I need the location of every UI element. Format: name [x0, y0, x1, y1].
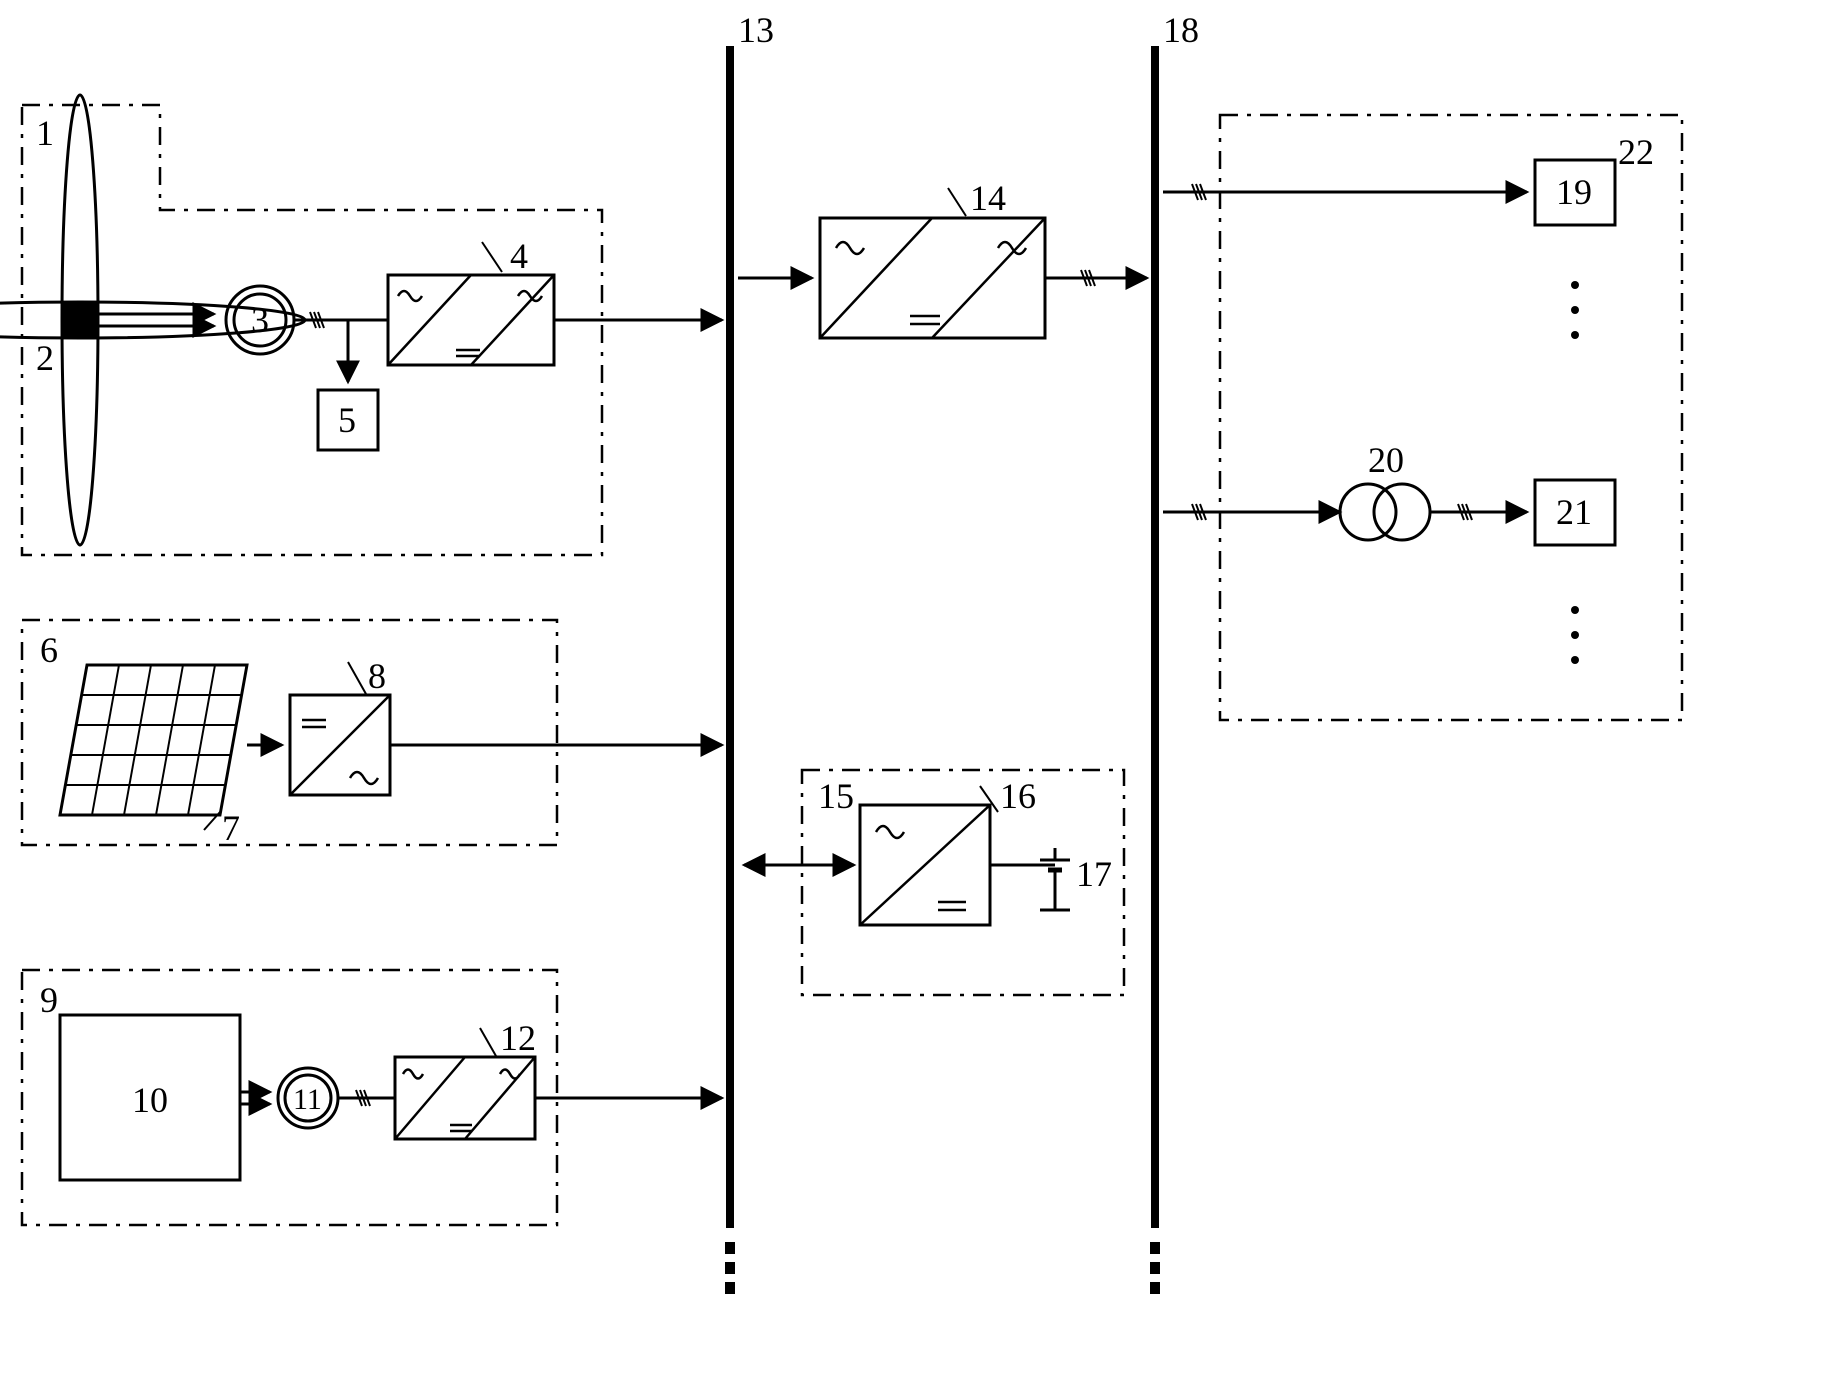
bus-18	[1150, 46, 1160, 1294]
solar-group: 6 7 8	[22, 620, 722, 848]
label-3: 3	[251, 300, 269, 340]
label-16: 16	[1000, 776, 1036, 816]
label-11: 11	[293, 1083, 322, 1116]
label-20: 20	[1368, 440, 1404, 480]
label-22: 22	[1618, 132, 1654, 172]
label-9: 9	[40, 980, 58, 1020]
label-13: 13	[738, 10, 774, 50]
transformer-icon	[1340, 484, 1430, 540]
label-18: 18	[1163, 10, 1199, 50]
label-1: 1	[36, 113, 54, 153]
wind-hub	[62, 302, 98, 338]
converter-16-icon	[860, 805, 990, 925]
label-14: 14	[970, 178, 1006, 218]
converter-8-icon	[290, 695, 390, 795]
diagram-canvas: 13 18 1 2 3	[0, 0, 1837, 1378]
bus-13	[725, 46, 735, 1294]
label-4: 4	[510, 236, 528, 276]
label-15: 15	[818, 776, 854, 816]
load-group: 22 19 20	[1163, 115, 1682, 720]
wind-group: 1 2 3 5	[0, 95, 722, 555]
label-8: 8	[368, 656, 386, 696]
battery-icon	[1040, 848, 1070, 910]
pv-panel-icon	[60, 665, 247, 815]
diesel-group: 9 10 11 12	[22, 970, 722, 1225]
label-5: 5	[338, 400, 356, 440]
interbus-converter: 14	[738, 178, 1147, 338]
label-6: 6	[40, 630, 58, 670]
label-7: 7	[222, 808, 240, 848]
label-17: 17	[1076, 854, 1112, 894]
label-10: 10	[132, 1080, 168, 1120]
label-19: 19	[1556, 172, 1592, 212]
converter-12-icon	[395, 1057, 535, 1139]
label-2: 2	[36, 338, 54, 378]
converter-4-icon	[388, 275, 554, 365]
label-12: 12	[500, 1018, 536, 1058]
storage-group: 15 16 17	[744, 770, 1124, 995]
label-21: 21	[1556, 492, 1592, 532]
